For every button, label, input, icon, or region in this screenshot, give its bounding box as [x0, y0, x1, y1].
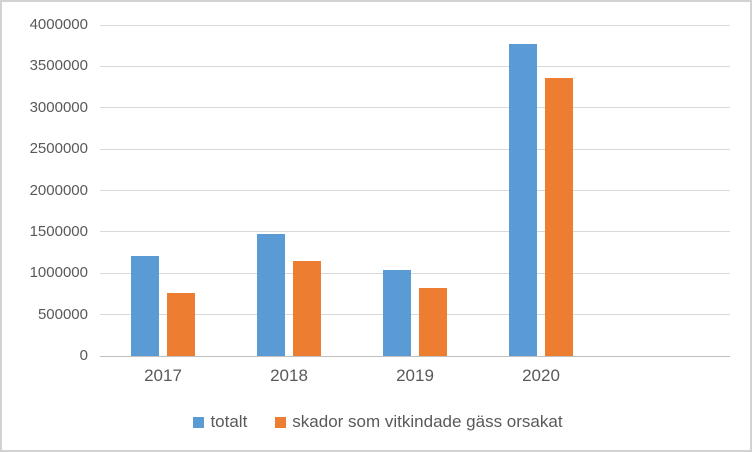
- bar-skador-2017: [167, 293, 195, 356]
- x-axis-category-label: 2020: [522, 366, 560, 385]
- gridline: [100, 231, 730, 233]
- legend-label: totalt: [210, 412, 248, 431]
- gridline: [100, 65, 730, 67]
- y-axis-tick-label: 3000000: [29, 98, 88, 116]
- x-axis-category-label: 2019: [396, 366, 434, 385]
- gridline: [100, 107, 730, 109]
- bar-totalt-2019: [383, 269, 411, 356]
- legend-label: skador som vitkindade gäss orsakat: [292, 412, 563, 431]
- y-axis-tick-label: 2500000: [29, 140, 88, 158]
- y-axis-tick-labels: 0 500000 1000000 1500000 2000000 2500000 30000…: [2, 2, 88, 450]
- legend-swatch-icon: [275, 416, 287, 428]
- bar-skador-2019: [419, 288, 447, 356]
- x-axis-category-labels: 2017 2018 2019 2020: [100, 366, 730, 390]
- bar-totalt-2018: [257, 234, 285, 356]
- gridline: [100, 148, 730, 150]
- legend-item: totalt: [193, 412, 247, 432]
- gridline: [100, 272, 730, 274]
- y-axis-tick-label: 500000: [37, 305, 88, 323]
- y-axis-tick-label: 0: [79, 347, 88, 364]
- x-axis-category-label: 2018: [270, 366, 308, 385]
- gridline: [100, 24, 730, 26]
- legend-item: skador som vitkindade gäss orsakat: [275, 412, 563, 432]
- bar-skador-2018: [293, 260, 321, 356]
- y-axis-tick-label: 4000000: [29, 16, 88, 33]
- y-axis-tick-label: 3500000: [29, 57, 88, 75]
- y-axis-tick-label: 2000000: [29, 181, 88, 199]
- bar-totalt-2017: [131, 255, 159, 356]
- x-axis-category-label: 2017: [144, 366, 182, 385]
- y-axis-tick-label: 1500000: [29, 222, 88, 240]
- legend-swatch-icon: [193, 416, 205, 428]
- gridline: [100, 190, 730, 191]
- x-axis-line: [100, 356, 730, 357]
- bar-totalt-2020: [509, 44, 537, 356]
- plot-area: [100, 24, 730, 357]
- bar-skador-2020: [545, 77, 573, 356]
- gridline: [100, 314, 730, 316]
- legend: totalt skador som vitkindade gäss orsakat: [2, 408, 750, 436]
- y-axis-tick-label: 1000000: [29, 264, 88, 282]
